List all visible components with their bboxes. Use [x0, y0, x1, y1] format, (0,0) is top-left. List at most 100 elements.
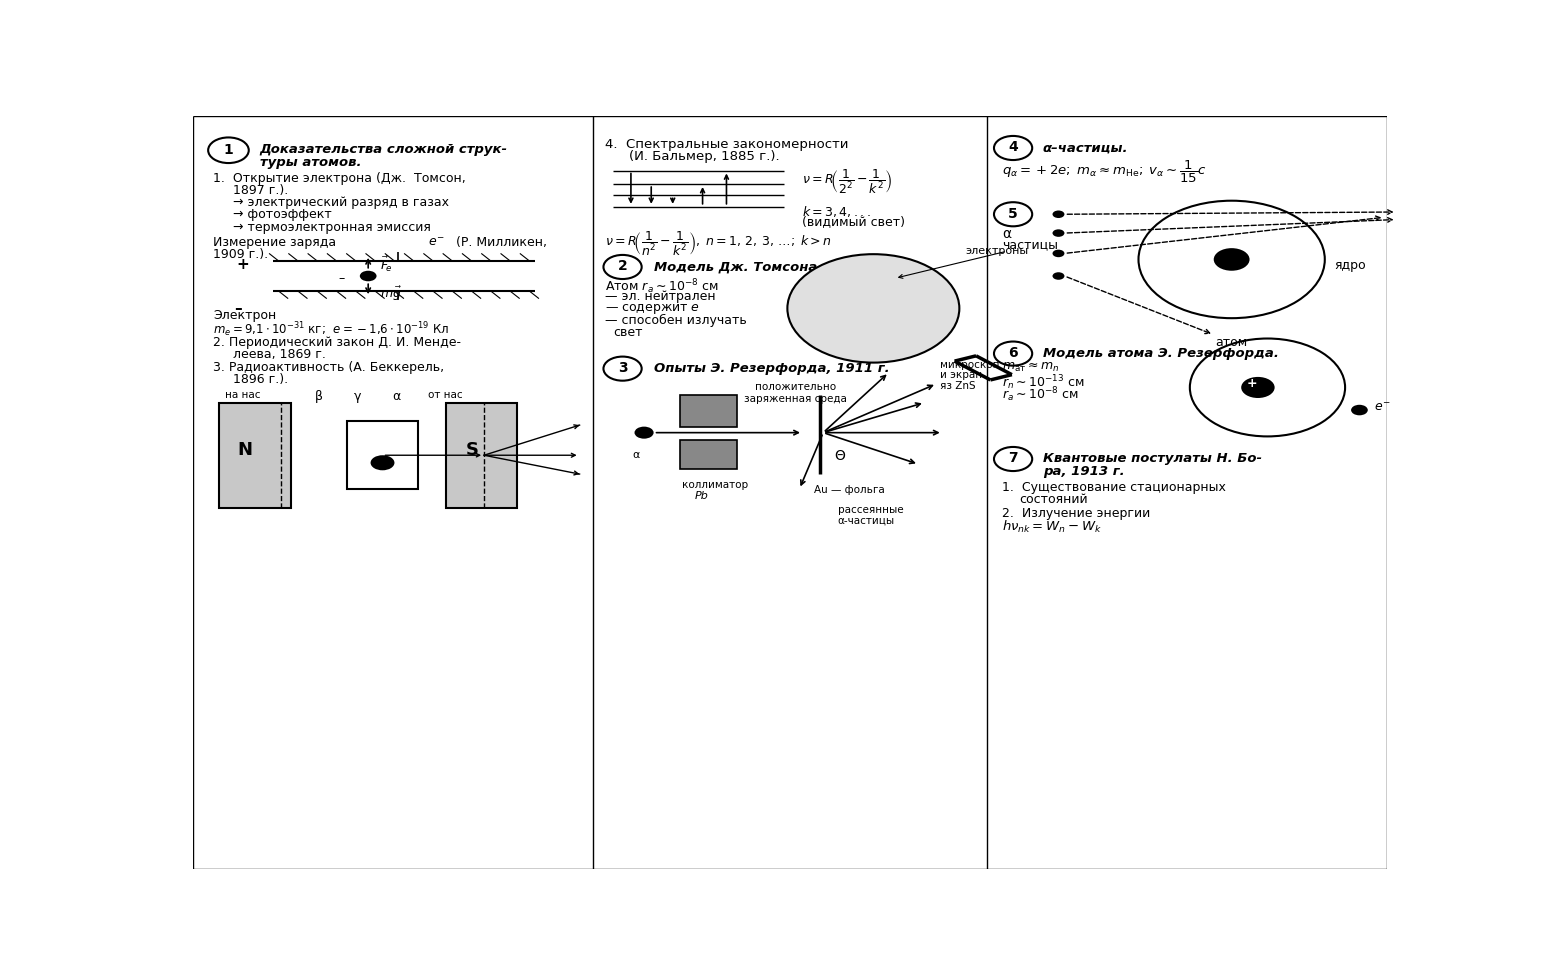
- Text: — способен излучать: — способен излучать: [604, 314, 746, 326]
- Text: 2.  Излучение энергии: 2. Излучение энергии: [1002, 506, 1151, 519]
- Text: $r_a \sim 10^{-8}$ см: $r_a \sim 10^{-8}$ см: [1002, 385, 1079, 404]
- Text: β: β: [314, 390, 322, 403]
- Text: частицы: частицы: [1002, 237, 1059, 250]
- Circle shape: [1053, 231, 1065, 237]
- Circle shape: [895, 282, 914, 294]
- Text: 5: 5: [1008, 206, 1019, 221]
- Text: $\nu = R\!\left(\dfrac{1}{2^2} - \dfrac{1}{k^2}\right)$: $\nu = R\!\left(\dfrac{1}{2^2} - \dfrac{…: [801, 168, 892, 195]
- Text: $r_n \sim 10^{-13}$ см: $r_n \sim 10^{-13}$ см: [1002, 373, 1085, 392]
- Circle shape: [874, 312, 892, 324]
- Text: α: α: [632, 449, 640, 460]
- Text: α–частицы.: α–частицы.: [1043, 142, 1128, 154]
- Text: 3. Радиоактивность (А. Беккерель,: 3. Радиоактивность (А. Беккерель,: [213, 361, 444, 374]
- Circle shape: [1241, 377, 1274, 399]
- Text: +: +: [1247, 376, 1257, 389]
- Text: α: α: [391, 390, 401, 403]
- Text: → электрический разряд в газах: → электрический разряд в газах: [233, 196, 450, 209]
- Text: Модель атома Э. Резерфорда.: Модель атома Э. Резерфорда.: [1043, 347, 1279, 360]
- Text: Доказательства сложной струк-: Доказательства сложной струк-: [259, 143, 507, 155]
- Text: рассеянные: рассеянные: [838, 505, 903, 515]
- FancyBboxPatch shape: [445, 404, 518, 508]
- Text: Au — фольга: Au — фольга: [814, 485, 885, 494]
- Text: → фотоэффект: → фотоэффект: [233, 208, 331, 221]
- Text: 1.  Существование стационарных: 1. Существование стационарных: [1002, 481, 1227, 493]
- Text: γ: γ: [354, 390, 361, 403]
- Text: — содержит $e$: — содержит $e$: [604, 302, 700, 316]
- Text: N: N: [237, 441, 253, 459]
- Text: α-частицы: α-частицы: [838, 515, 895, 526]
- Circle shape: [787, 255, 960, 363]
- Circle shape: [635, 427, 653, 440]
- Text: +: +: [237, 257, 250, 273]
- FancyBboxPatch shape: [680, 396, 737, 427]
- Circle shape: [814, 311, 832, 322]
- Text: микроскоп: микроскоп: [940, 360, 1000, 369]
- Text: ядро: ядро: [1335, 259, 1365, 272]
- Circle shape: [361, 272, 376, 282]
- Text: 6: 6: [1008, 346, 1019, 360]
- Circle shape: [1053, 250, 1065, 258]
- Text: $e^{-}$: $e^{-}$: [428, 235, 444, 248]
- Text: (Р. Милликен,: (Р. Милликен,: [452, 235, 547, 248]
- Text: $q_\alpha = +2e;\; m_\alpha \approx m_{\mathrm{He}};\; v_\alpha \sim \dfrac{1}{1: $q_\alpha = +2e;\; m_\alpha \approx m_{\…: [1002, 158, 1207, 185]
- Text: — эл. нейтрален: — эл. нейтрален: [604, 289, 715, 303]
- Circle shape: [1214, 249, 1250, 272]
- Text: → термоэлектронная эмиссия: → термоэлектронная эмиссия: [233, 220, 431, 234]
- Text: 1: 1: [223, 143, 233, 156]
- Text: от нас: от нас: [428, 390, 462, 400]
- Circle shape: [1053, 211, 1065, 219]
- Text: атом: атом: [1216, 335, 1248, 349]
- Text: Θ: Θ: [834, 448, 844, 462]
- Text: ра, 1913 г.: ра, 1913 г.: [1043, 464, 1125, 477]
- Text: 7: 7: [1008, 451, 1019, 465]
- FancyBboxPatch shape: [680, 441, 737, 469]
- Circle shape: [854, 335, 874, 347]
- Text: положительно: положительно: [755, 382, 837, 392]
- Text: 2: 2: [618, 259, 627, 274]
- Text: $k = 3, 4, ...$: $k = 3, 4, ...$: [801, 204, 871, 219]
- Text: 1.  Открытие электрона (Дж.  Томсон,: 1. Открытие электрона (Дж. Томсон,: [213, 171, 465, 185]
- Text: Опыты Э. Резерфорда, 1911 г.: Опыты Э. Резерфорда, 1911 г.: [653, 361, 889, 375]
- Text: 1897 г.).: 1897 г.).: [233, 184, 288, 196]
- Text: $\vec{F}_{\!e}$: $\vec{F}_{\!e}$: [381, 254, 393, 274]
- Text: –: –: [339, 273, 345, 285]
- Text: 4: 4: [1008, 141, 1019, 154]
- Text: туры атомов.: туры атомов.: [259, 155, 361, 169]
- Circle shape: [1351, 405, 1368, 416]
- Text: S: S: [465, 441, 479, 459]
- Text: Атом $r_a \sim 10^{-8}$ см: Атом $r_a \sim 10^{-8}$ см: [604, 277, 718, 296]
- Text: Квантовые постулаты Н. Бо-: Квантовые постулаты Н. Бо-: [1043, 452, 1262, 465]
- FancyBboxPatch shape: [219, 404, 291, 508]
- Text: $h\nu_{nk} = W_n - W_k$: $h\nu_{nk} = W_n - W_k$: [1002, 518, 1102, 534]
- Text: Модель Дж. Томсона, 1906 г.: Модель Дж. Томсона, 1906 г.: [653, 260, 880, 274]
- Circle shape: [917, 309, 935, 321]
- Text: электроны: электроны: [965, 246, 1028, 256]
- Text: заряженная среда: заряженная среда: [744, 394, 848, 404]
- Circle shape: [1053, 273, 1065, 280]
- Text: $\nu = R\!\left(\dfrac{1}{n^2} - \dfrac{1}{k^2}\right),\; n = 1,\, 2,\, 3,\,\ldo: $\nu = R\!\left(\dfrac{1}{n^2} - \dfrac{…: [604, 231, 832, 258]
- Text: –: –: [234, 301, 242, 316]
- Text: $m_e = 9{,}1\cdot10^{-31}$ кг;  $e = -1{,}6\cdot10^{-19}$ Кл: $m_e = 9{,}1\cdot10^{-31}$ кг; $e = -1{,…: [213, 320, 448, 339]
- Text: $m_{\text{ат}} \approx m_n$: $m_{\text{ат}} \approx m_n$: [1002, 361, 1060, 374]
- Text: свет: свет: [613, 325, 643, 339]
- Text: (видимый свет): (видимый свет): [801, 215, 905, 228]
- Text: 2. Периодический закон Д. И. Менде-: 2. Периодический закон Д. И. Менде-: [213, 335, 461, 349]
- Text: леева, 1869 г.: леева, 1869 г.: [233, 348, 327, 361]
- Text: $e^{-}$: $e^{-}$: [1373, 401, 1390, 413]
- Text: на нас: на нас: [225, 390, 260, 400]
- Circle shape: [370, 455, 394, 471]
- Text: и экран: и экран: [940, 370, 982, 380]
- Text: 1896 г.).: 1896 г.).: [233, 373, 288, 386]
- Text: (И. Бальмер, 1885 г.).: (И. Бальмер, 1885 г.).: [629, 150, 780, 163]
- Circle shape: [838, 279, 857, 291]
- Text: состояний: состояний: [1019, 492, 1088, 506]
- Text: Pb: Pb: [695, 490, 709, 500]
- Text: 3: 3: [618, 361, 627, 375]
- FancyBboxPatch shape: [347, 422, 418, 489]
- Text: 1909 г.).: 1909 г.).: [213, 247, 268, 261]
- Text: коллиматор: коллиматор: [683, 480, 749, 489]
- Text: яз ZnS: яз ZnS: [940, 381, 975, 391]
- Text: Электрон: Электрон: [213, 309, 276, 322]
- Text: 4.  Спектральные закономерности: 4. Спектральные закономерности: [604, 139, 848, 151]
- Text: $m\vec{g}$: $m\vec{g}$: [381, 284, 402, 303]
